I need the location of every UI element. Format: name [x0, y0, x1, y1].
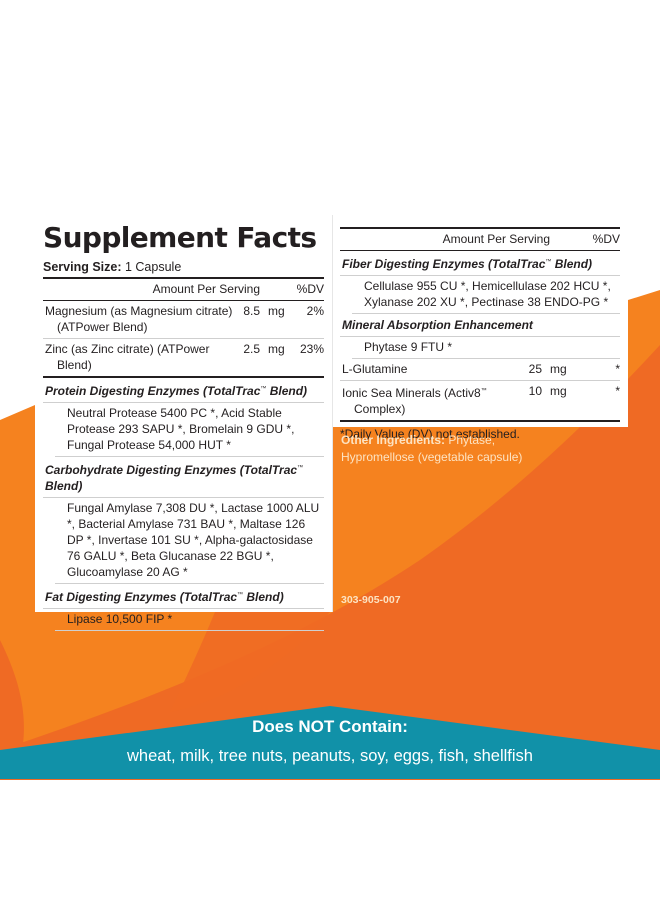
amount-per-serving-header: Amount Per Serving	[152, 282, 260, 296]
section-body-mineral-absorption: Phytase 9 FTU *	[352, 337, 620, 359]
allergen-banner-list: wheat, milk, tree nuts, peanuts, soy, eg…	[127, 747, 533, 765]
daily-value-footnote: *Daily Value (DV) not established.	[340, 427, 520, 441]
nutrient-qty: 2.5	[243, 342, 260, 356]
nutrient-qty: 10	[528, 384, 542, 398]
nutrient-unit: mg	[550, 384, 567, 398]
section-title-carbohydrate-enzymes: Carbohydrate Digesting Enzymes (TotalTra…	[43, 457, 324, 498]
nutrient-row-l-glutamine: L-Glutamine 25 mg *	[340, 359, 620, 381]
section-title-fiber-enzymes: Fiber Digesting Enzymes (TotalTrac™ Blen…	[340, 251, 620, 276]
other-ingredients-label: Other Ingredients:	[341, 433, 446, 447]
nutrient-name: Ionic Sea Minerals (Activ8™ Complex)	[342, 386, 487, 416]
other-ingredients: Other Ingredients: Phytase, Hypromellose…	[341, 432, 571, 466]
nutrient-row-ionic-sea-minerals: Ionic Sea Minerals (Activ8™ Complex) 10 …	[340, 381, 620, 422]
section-body-carbohydrate-enzymes: Fungal Amylase 7,308 DU *, Lactase 1000 …	[55, 498, 324, 584]
header-rule	[340, 227, 620, 229]
column-header: Amount Per Serving %DV	[43, 279, 324, 301]
dv-header: %DV	[592, 232, 620, 246]
allergen-banner-title: Does NOT Contain:	[252, 717, 408, 736]
header-rule	[43, 277, 324, 279]
supplement-facts-panel-left: Supplement Facts Serving Size: 1 Capsule…	[35, 215, 333, 631]
nutrient-dv: 2%	[306, 304, 324, 318]
supplement-facts-panel-right: Amount Per Serving %DV Fiber Digesting E…	[333, 215, 628, 441]
section-title-fat-enzymes: Fat Digesting Enzymes (TotalTrac™ Blend)	[43, 584, 324, 609]
section-body-fiber-enzymes: Cellulase 955 CU *, Hemicellulase 202 HC…	[352, 276, 620, 314]
nutrient-unit: mg	[268, 342, 285, 356]
nutrient-dv: *	[615, 384, 620, 398]
section-title-mineral-absorption: Mineral Absorption Enhancement	[340, 314, 620, 337]
facts-title: Supplement Facts	[43, 221, 317, 254]
other-ingredients-value: Phytase, Hypromellose (vegetable capsule…	[341, 433, 523, 464]
serving-size: Serving Size: 1 Capsule	[43, 257, 324, 277]
nutrient-unit: mg	[268, 304, 285, 318]
nutrient-row-magnesium: Magnesium (as Magnesium citrate) (ATPowe…	[43, 301, 324, 339]
nutrient-name: L-Glutamine	[342, 362, 408, 376]
nutrient-qty: 25	[528, 362, 542, 376]
column-header: Amount Per Serving %DV	[340, 229, 620, 251]
section-body-fat-enzymes: Lipase 10,500 FIP *	[55, 609, 324, 631]
dv-header: %DV	[296, 282, 324, 296]
serving-size-label: Serving Size:	[43, 260, 122, 274]
section-title-protein-enzymes: Protein Digesting Enzymes (TotalTrac™ Bl…	[43, 378, 324, 403]
product-code: 303-905-007	[341, 594, 401, 606]
section-body-protein-enzymes: Neutral Protease 5400 PC *, Acid Stable …	[55, 403, 324, 457]
nutrient-dv: 23%	[300, 342, 325, 356]
nutrient-unit: mg	[550, 362, 567, 376]
nutrient-name: Zinc (as Zinc citrate) (ATPower Blend)	[45, 342, 210, 372]
nutrient-name: Magnesium (as Magnesium citrate) (ATPowe…	[45, 304, 233, 334]
nutrient-row-zinc: Zinc (as Zinc citrate) (ATPower Blend) 2…	[43, 339, 324, 378]
nutrient-dv: *	[615, 362, 620, 376]
serving-size-value: 1 Capsule	[124, 260, 182, 274]
nutrient-qty: 8.5	[243, 304, 260, 318]
amount-per-serving-header: Amount Per Serving	[442, 232, 550, 246]
